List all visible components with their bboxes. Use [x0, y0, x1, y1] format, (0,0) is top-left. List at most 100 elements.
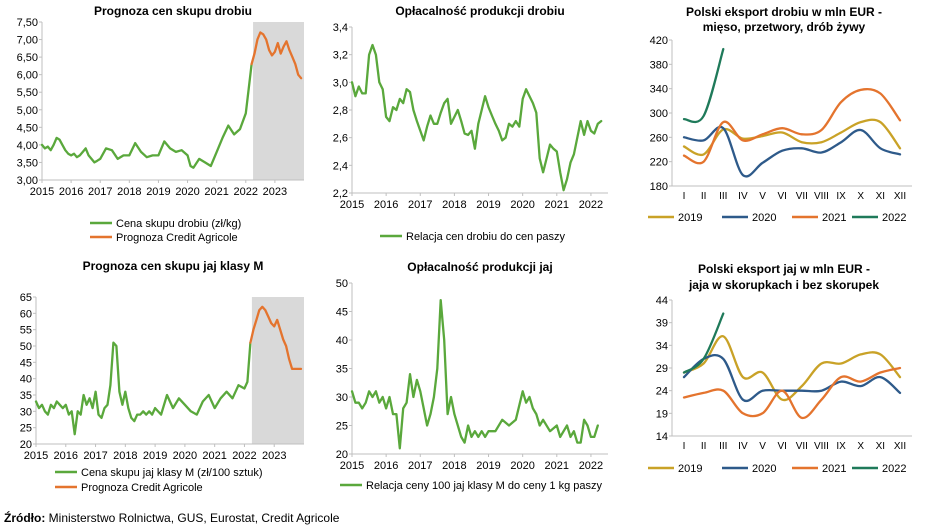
y-tick-label: 6,50	[17, 52, 38, 64]
y-tick-label: 60	[20, 308, 32, 320]
x-tick-label: VIII	[814, 191, 829, 202]
chart-title: Opłacalność produkcji jaj	[407, 260, 552, 274]
y-tick-label: 45	[20, 357, 32, 369]
legend-label: 2020	[752, 463, 776, 475]
chart-title: Polski eksport drobiu w mln EUR -	[686, 5, 882, 19]
source-note: Źródło: Ministerstwo Rolnictwa, GUS, Eur…	[4, 511, 339, 525]
y-tick-label: 14	[656, 431, 668, 443]
chart-title-line2: mięso, przetwory, drób żywy	[703, 20, 866, 34]
y-tick-label: 65	[20, 292, 32, 304]
x-tick-label: X	[857, 191, 864, 202]
legend-label: Cena skupu drobiu (zł/kg)	[116, 218, 241, 230]
x-tick-label: 2015	[340, 460, 364, 472]
x-tick-label: 2017	[408, 460, 432, 472]
y-tick-label: 25	[20, 423, 32, 435]
chart-title: Polski eksport jaj w mln EUR -	[698, 262, 870, 276]
chart-jaja_oplacalnosc: Opłacalność produkcji jaj 20 25 30 35 40 45 50 2…	[336, 260, 608, 492]
x-tick-label: 2015	[30, 186, 54, 198]
x-tick-label: VII	[796, 441, 808, 452]
series-line-2020	[682, 125, 902, 178]
y-tick-label: 5,00	[17, 105, 38, 117]
y-tick-label: 19	[656, 408, 668, 420]
chart-title: Opłacalność produkcji drobiu	[395, 4, 564, 18]
x-tick-label: 2022	[234, 186, 258, 198]
x-tick-label: V	[759, 191, 766, 202]
y-tick-label: 50	[336, 278, 348, 290]
chart-title-line2: jaja w skorupkach i bez skorupek	[688, 278, 879, 292]
x-tick-label: IV	[738, 441, 748, 452]
x-tick-label: II	[701, 441, 707, 452]
x-tick-label: 2020	[510, 460, 534, 472]
x-tick-label: 2016	[374, 460, 398, 472]
y-tick-label: 4,00	[17, 140, 38, 152]
chart-jaja_eksport: Polski eksport jaj w mln EUR - jaja w sko…	[648, 262, 912, 475]
legend-label: Relacja ceny 100 jaj klasy M do ceny 1 k…	[366, 480, 603, 492]
x-tick-label: 2018	[117, 186, 141, 198]
x-tick-label: 2017	[408, 199, 432, 211]
y-tick-label: 40	[336, 335, 348, 347]
series-line-2019	[682, 118, 902, 157]
x-tick-label: 2017	[83, 450, 107, 462]
x-tick-label: 2018	[113, 450, 137, 462]
y-tick-label: 34	[656, 340, 668, 352]
chart-title: Prognoza cen skupu jaj klasy M	[83, 259, 264, 273]
series-line-2022	[682, 47, 725, 124]
legend-label: 2022	[882, 463, 906, 475]
legend-label: 2022	[882, 212, 906, 224]
y-tick-label: 3,4	[333, 22, 348, 34]
y-tick-label: 2,2	[333, 188, 348, 200]
y-tick-label: 45	[336, 307, 348, 319]
x-tick-label: 2016	[54, 450, 78, 462]
legend-label: 2021	[822, 463, 846, 475]
x-tick-label: 2019	[476, 460, 500, 472]
chart-drob_oplacalnosc: Opłacalność produkcji drobiu 2,2 2,4 2,6 2,8…	[333, 4, 608, 243]
y-tick-label: 39	[656, 318, 668, 330]
x-tick-label: I	[683, 191, 686, 202]
y-tick-label: 3,2	[333, 50, 348, 62]
legend-label: Prognoza Credit Agricole	[81, 482, 203, 494]
x-tick-label: 2016	[374, 199, 398, 211]
series-line-cena-skupu-jaj-klasy-m-z-100-sztuk-	[34, 341, 252, 436]
source-label: Źródło:	[4, 511, 46, 525]
x-tick-label: 2020	[510, 199, 534, 211]
x-tick-label: 2021	[204, 186, 228, 198]
x-tick-label: III	[719, 191, 727, 202]
x-tick-label: 2019	[476, 199, 500, 211]
x-tick-label: 2021	[545, 199, 569, 211]
x-tick-label: IX	[836, 441, 846, 452]
x-tick-label: 2023	[263, 186, 287, 198]
y-tick-label: 2,8	[333, 105, 348, 117]
x-tick-label: 2017	[88, 186, 112, 198]
x-tick-label: 2019	[146, 186, 170, 198]
series-line-prognoza-credit-agricole	[249, 305, 303, 371]
x-tick-label: II	[701, 191, 707, 202]
x-tick-label: 2022	[232, 450, 256, 462]
y-tick-label: 44	[656, 295, 668, 307]
source-text: Ministerstwo Rolnictwa, GUS, Eurostat, C…	[45, 511, 340, 525]
y-tick-label: 20	[336, 449, 348, 461]
x-tick-label: VII	[796, 191, 808, 202]
x-tick-label: I	[683, 441, 686, 452]
y-tick-label: 420	[650, 35, 668, 47]
y-tick-label: 260	[650, 132, 668, 144]
x-tick-label: 2022	[579, 199, 603, 211]
x-tick-label: XI	[876, 191, 885, 202]
x-tick-label: 2020	[173, 450, 197, 462]
y-tick-label: 24	[656, 386, 668, 398]
x-tick-label: XI	[876, 441, 885, 452]
x-tick-label: 2019	[143, 450, 167, 462]
x-tick-label: 2018	[442, 460, 466, 472]
x-tick-label: 2023	[262, 450, 286, 462]
legend-label: 2019	[678, 212, 702, 224]
y-tick-label: 20	[20, 439, 32, 451]
x-tick-label: 2021	[545, 460, 569, 472]
series-line-relacja-ceny-100-jaj-klasy-m-do-ceny-1-kg-paszy	[350, 298, 599, 450]
y-tick-label: 380	[650, 59, 668, 71]
series-line-2020	[682, 353, 902, 403]
y-tick-label: 6,00	[17, 70, 38, 82]
legend-label: Relacja cen drobiu do cen paszy	[406, 231, 565, 243]
y-tick-label: 40	[20, 374, 32, 386]
x-tick-label: 2016	[59, 186, 83, 198]
x-tick-label: 2021	[202, 450, 226, 462]
legend-label: 2021	[822, 212, 846, 224]
